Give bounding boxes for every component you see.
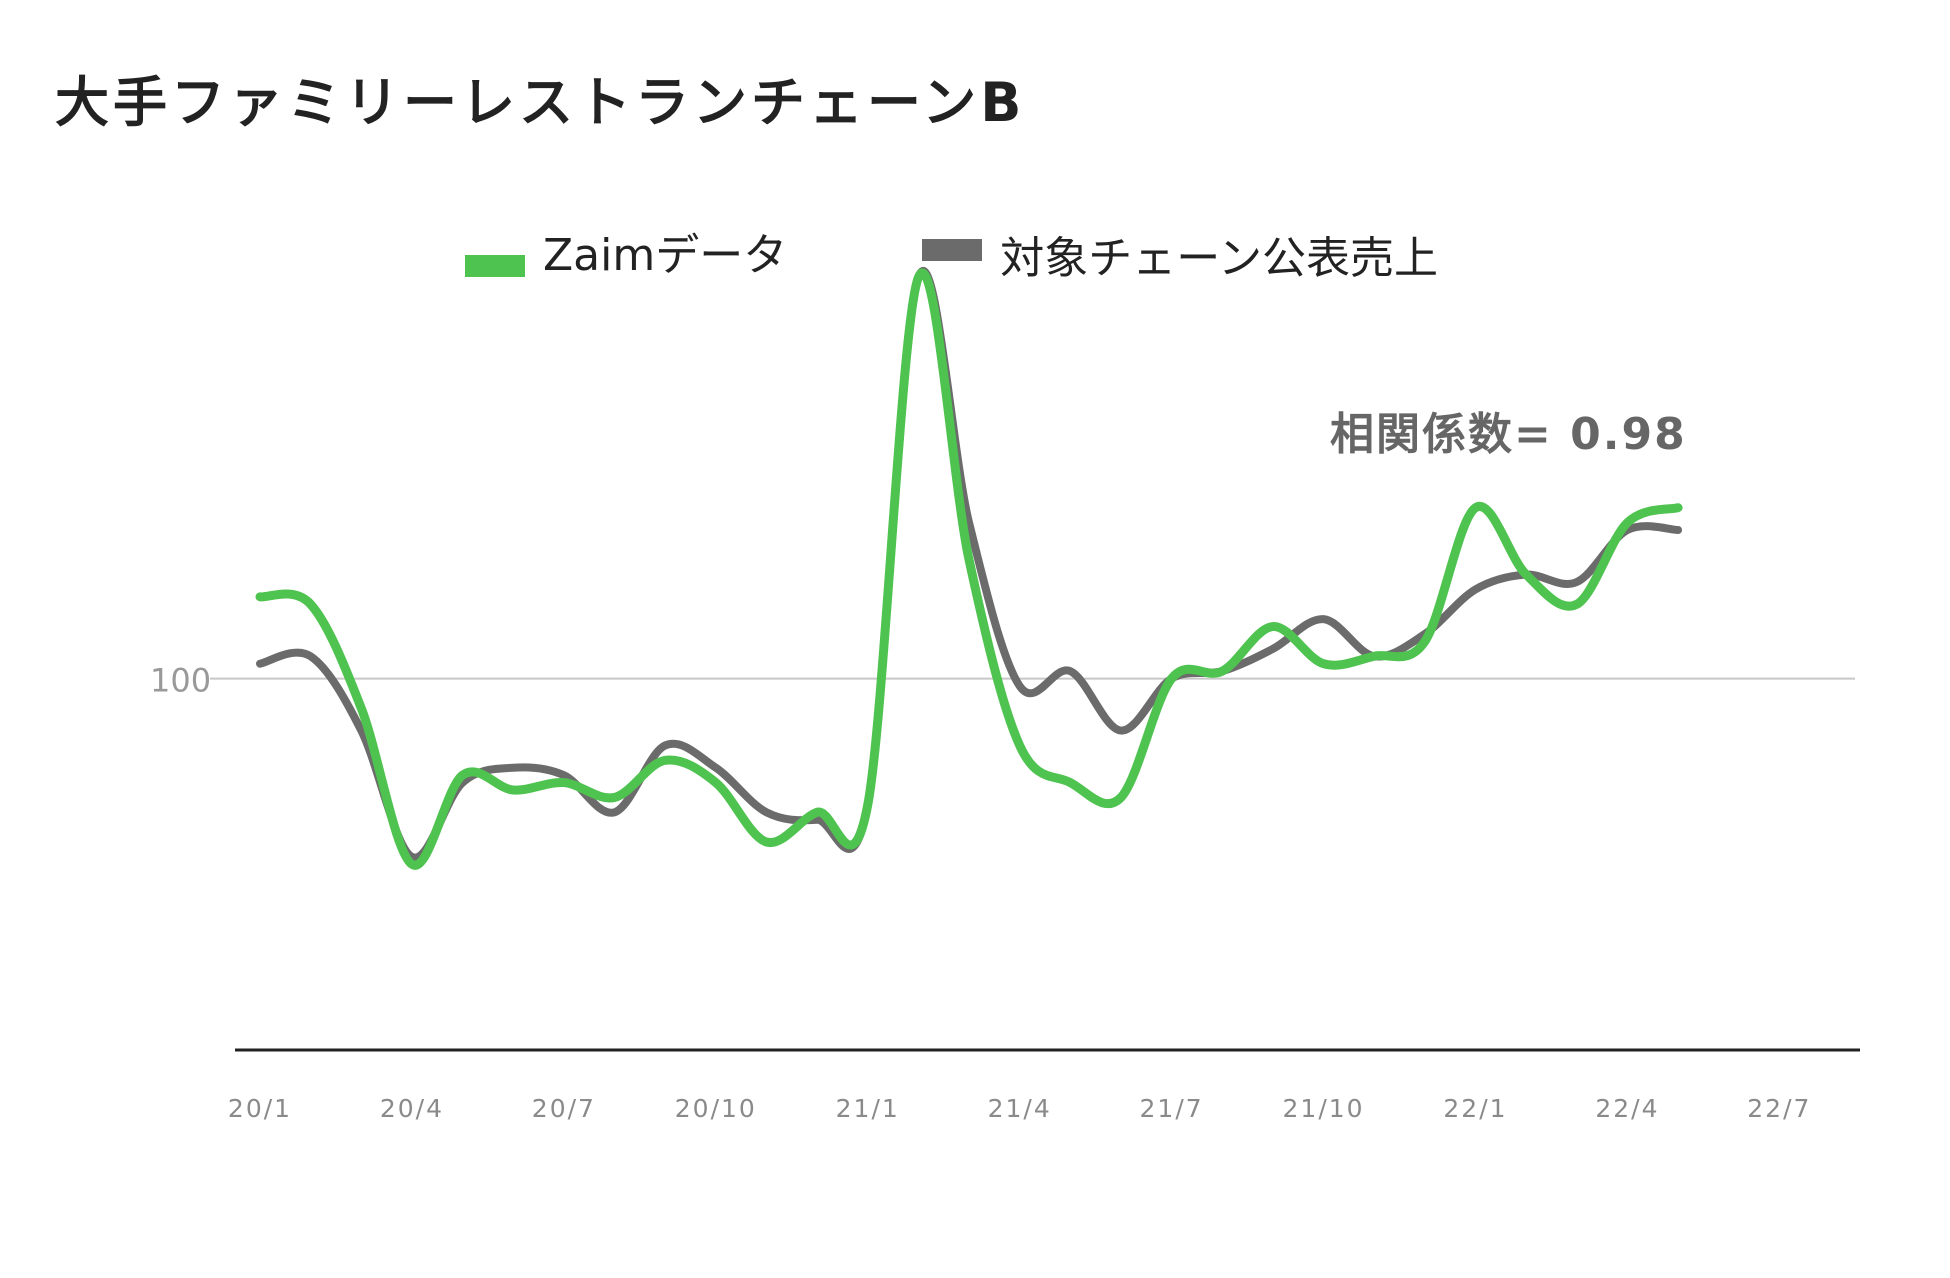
x-tick-label: 20/10	[675, 1094, 757, 1123]
x-tick-label: 20/1	[228, 1094, 292, 1123]
x-tick-label: 21/1	[836, 1094, 900, 1123]
x-tick-label: 22/4	[1595, 1094, 1659, 1123]
chart-title: 大手ファミリーレストランチェーンB	[55, 71, 1026, 134]
x-tick-label: 21/10	[1283, 1094, 1365, 1123]
x-tick-label: 20/7	[532, 1094, 596, 1123]
correlation-annotation: 相関係数= 0.98	[1330, 409, 1687, 460]
y-tick-label: 100	[150, 662, 211, 700]
legend-label-chain: 対象チェーン公表売上	[1000, 233, 1439, 284]
x-tick-label: 21/4	[988, 1094, 1052, 1123]
legend-swatch-chain	[922, 239, 983, 261]
legend: Zaimデータ 対象チェーン公表売上	[465, 222, 1573, 286]
legend-item-zaim: Zaimデータ	[465, 225, 787, 283]
legend-item-chain: 対象チェーン公表売上	[922, 222, 1438, 286]
series-line-zaim	[255, 268, 1683, 870]
x-tick-label: 20/4	[380, 1094, 444, 1123]
legend-swatch-zaim	[465, 255, 525, 277]
x-tick-label: 22/1	[1443, 1094, 1507, 1123]
legend-label-zaim: Zaimデータ	[543, 230, 788, 281]
x-tick-label: 21/7	[1140, 1094, 1204, 1123]
x-tick-label: 22/7	[1747, 1094, 1811, 1123]
